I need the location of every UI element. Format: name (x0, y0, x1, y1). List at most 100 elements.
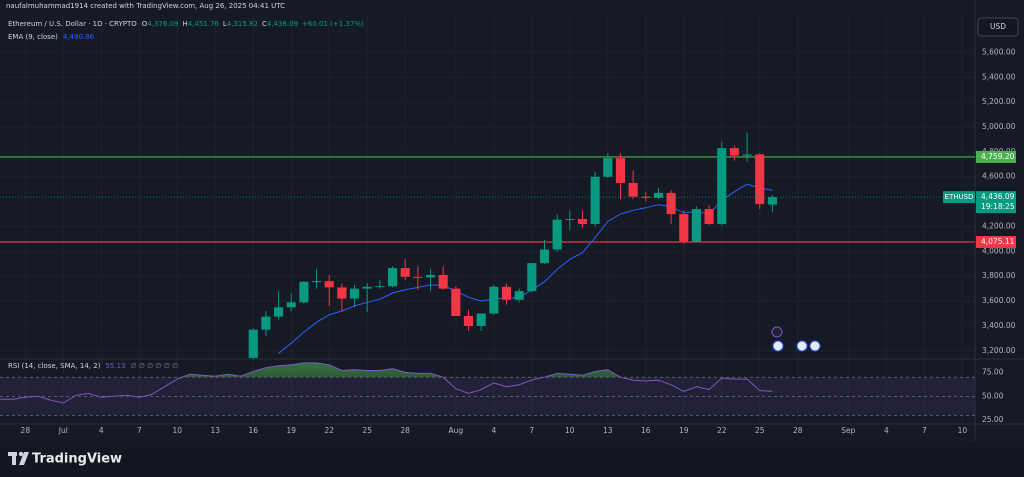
quote-key: H (182, 20, 187, 28)
rsi-pane: 75.00 50.00 25.00 RSI (14, close, SMA, 14, … (0, 362, 1004, 424)
x-tick-label: Sep (841, 426, 855, 435)
y-tick-label: 4,000.00 (982, 246, 1016, 255)
candle-body (729, 148, 739, 156)
x-tick-label: 10 (565, 426, 575, 435)
x-tick-label: 22 (717, 426, 727, 435)
quote-value: 4,436.09 (267, 20, 298, 28)
candle-body (286, 302, 296, 308)
candle-body (362, 286, 372, 289)
candle-body (324, 281, 334, 288)
line-price-label: 4,759.20 (981, 152, 1015, 161)
x-tick-label: 10 (958, 426, 968, 435)
main-pane: 28 Jul 4 7 10 13 16 19 22 25 28 Aug 4 7 10 13 16 19 22 25 28… (0, 20, 1016, 435)
brand-logo (8, 451, 29, 465)
candle-body (577, 219, 588, 224)
x-tick-label: 19 (286, 426, 296, 435)
candle-body (666, 192, 676, 215)
candle-body (299, 281, 309, 303)
candle-body (603, 158, 613, 177)
event-icons (771, 326, 821, 352)
event-icon[interactable] (796, 340, 808, 352)
x-tick-label: 25 (362, 426, 372, 435)
y-tick-label: 4,200.00 (982, 221, 1016, 230)
candle-body (653, 192, 663, 198)
candle-body (349, 288, 360, 299)
y-tick-label: 3,400.00 (982, 321, 1016, 330)
quote-value: 4,451.76 (188, 20, 220, 28)
event-icon[interactable] (771, 326, 783, 338)
candle-body (717, 148, 727, 224)
rsi-na: ∅ ∅ ∅ ∅ ∅ ∅ (130, 362, 178, 370)
rsi-legend: RSI (14, close, SMA, 14, 2) (8, 362, 101, 370)
watermark: naufalmuhammad1914 created with TradingV… (6, 2, 285, 10)
x-tick-label: 4 (491, 426, 496, 435)
y-tick-label: 4,600.00 (982, 172, 1016, 181)
candle-body (451, 288, 461, 316)
countdown-label: 19:18:25 (981, 202, 1015, 211)
candle-body (248, 329, 258, 358)
y-tick-label: 3,600.00 (982, 296, 1016, 305)
candle-body (375, 286, 385, 288)
candle-body (438, 274, 448, 289)
logo-part (19, 452, 29, 465)
candle-body (755, 154, 765, 205)
y-tick-label: 5,200.00 (982, 97, 1016, 106)
x-tick-label: 13 (603, 426, 613, 435)
chart-background (0, 0, 1024, 441)
candle-body (679, 214, 689, 242)
x-tick-label: 4 (99, 426, 104, 435)
symbol-tag (943, 191, 975, 204)
x-tick-label: 7 (137, 426, 142, 435)
x-tick-label: Jul (58, 426, 68, 435)
rsi-tick-label: 25.00 (982, 415, 1004, 424)
candle-body (261, 316, 271, 330)
ema-line (278, 183, 773, 354)
x-tick-label: 16 (641, 426, 651, 435)
candle-body (501, 286, 512, 300)
candle-body (489, 286, 499, 314)
candle-body (413, 276, 423, 278)
candle-body (704, 209, 714, 224)
candle-body (312, 281, 322, 283)
logo-part (18, 451, 24, 457)
last-price-label: 4,436.09 (981, 192, 1015, 201)
event-icon[interactable] (809, 340, 821, 352)
candle-body (463, 315, 474, 326)
candle-body (615, 158, 626, 183)
grid-layer (0, 14, 975, 424)
y-tick-label: 3,200.00 (982, 346, 1016, 355)
candle-body (387, 268, 398, 287)
y-tick-label: 3,800.00 (982, 271, 1016, 280)
candle-body (274, 307, 284, 317)
last-price-tag (976, 191, 1016, 214)
quote-key: L (223, 20, 227, 28)
candle-body (476, 313, 486, 326)
quote-key: C (262, 20, 267, 28)
logo-part (12, 452, 16, 465)
line-price-label: 4,075.11 (981, 237, 1015, 246)
currency-button[interactable] (977, 17, 1019, 37)
line-price-tag (976, 150, 1016, 163)
currency-label: USD (990, 22, 1006, 31)
x-tick-label: 4 (884, 426, 889, 435)
quote-key: O (142, 20, 148, 28)
candle-body (552, 219, 562, 250)
rsi-line (0, 362, 773, 404)
ema-value: 4,490.86 (63, 33, 95, 41)
rsi-tick-label: 75.00 (982, 367, 1004, 376)
x-tick-label: Aug (449, 426, 464, 435)
line-price-tag (976, 235, 1016, 248)
candle-body (565, 219, 575, 221)
candle-body (628, 182, 638, 197)
footer-bar (0, 441, 1024, 477)
brand-name: TradingView (32, 452, 122, 467)
x-tick-label: 10 (172, 426, 182, 435)
x-tick-label: 13 (210, 426, 220, 435)
quote-change: +60.01 (+1.37%) (302, 20, 364, 28)
x-tick-label: 28 (400, 426, 410, 435)
event-icon[interactable] (772, 340, 784, 352)
y-tick-label: 5,400.00 (982, 72, 1016, 81)
y-tick-label: 5,600.00 (982, 47, 1016, 56)
candle-body (742, 154, 752, 156)
